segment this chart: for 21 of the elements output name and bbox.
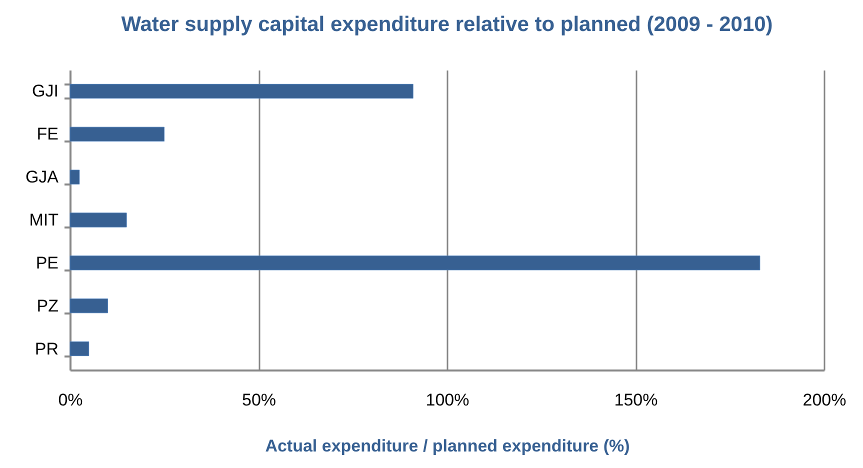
x-tick-label: 50% [242,390,276,410]
x-tick-label: 200% [802,390,846,410]
y-tick-label: GJA [25,168,60,187]
bar [70,212,127,228]
bar [70,170,80,184]
bar [70,84,414,99]
x-tick-label: 0% [58,390,83,410]
x-tick-label: 150% [614,390,658,410]
bar [70,341,90,356]
y-tick-label: FE [36,124,58,144]
y-tick-label: MIT [29,210,58,230]
y-tick-label: PZ [36,296,58,316]
bar [70,126,164,142]
chart-title: Water supply capital expenditure relative to planned (2009 - 2010) [121,13,773,36]
y-tick-label: GJI [32,82,58,101]
y-tick-label: PE [36,253,58,272]
x-axis-title: Actual expenditure / planned expenditure (%) [265,436,630,456]
y-tick-label: PR [34,339,58,358]
bar [70,298,108,314]
bar [70,256,760,270]
x-tick-label: 100% [426,390,470,410]
